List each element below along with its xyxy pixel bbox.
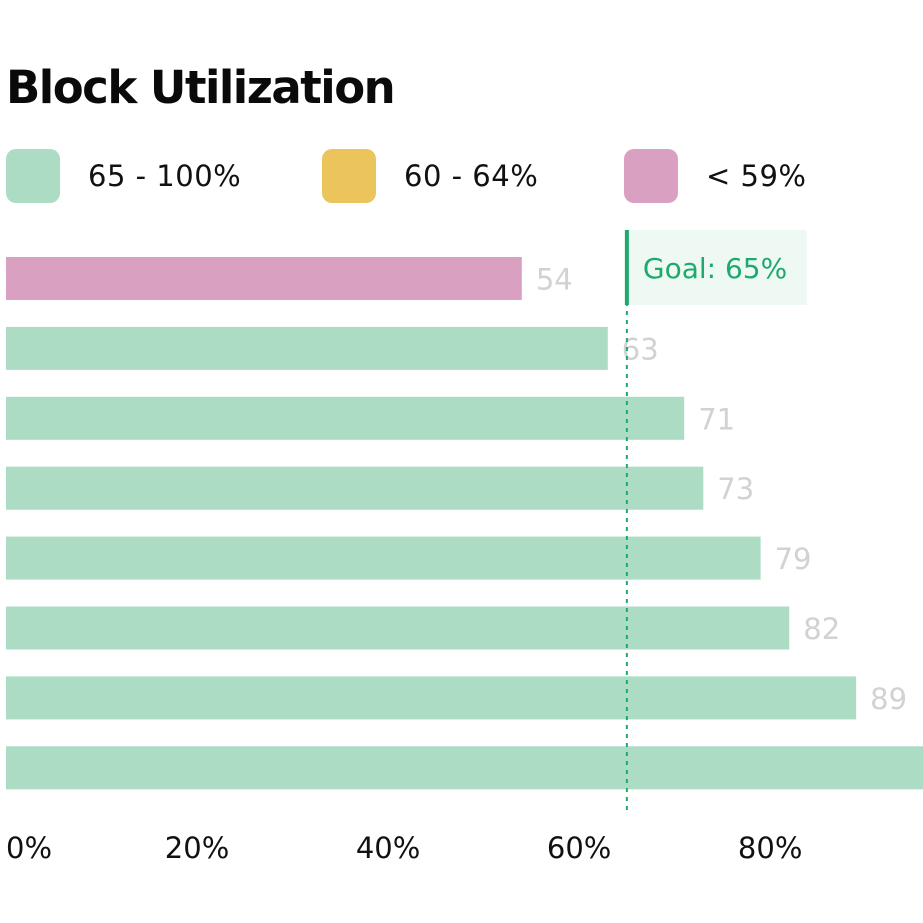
bar xyxy=(6,466,704,510)
bar-value-label: 71 xyxy=(698,402,735,436)
legend-label-high: 65 - 100% xyxy=(88,159,242,193)
x-tick-label: 20% xyxy=(165,831,229,865)
x-tick-label: 40% xyxy=(356,831,420,865)
bar-value-label: 89 xyxy=(870,682,907,716)
bar-value-label: 79 xyxy=(775,542,812,576)
bar-value-label: 73 xyxy=(717,472,754,506)
bar xyxy=(6,396,685,440)
bar xyxy=(6,326,608,370)
bar xyxy=(6,746,923,790)
x-tick-label: 60% xyxy=(547,831,611,865)
bar xyxy=(6,606,790,650)
bar-chart: 54 63 71 73 79 82 89 Goal: 65% 0% 20% 40% 60% 80% xyxy=(6,230,923,865)
legend-swatch-high xyxy=(6,149,60,203)
bar xyxy=(6,257,522,300)
goal-label: Goal: 65% xyxy=(643,252,787,285)
x-tick-label: 0% xyxy=(6,831,52,865)
goal-callout-marker xyxy=(624,230,629,305)
goal-callout-bg xyxy=(626,230,807,305)
legend-label-low: < 59% xyxy=(706,159,807,193)
chart-title: Block Utilization xyxy=(6,61,396,114)
legend-item-mid: 60 - 64% xyxy=(322,149,538,203)
bar-value-label: 54 xyxy=(536,263,573,297)
legend-item-high: 65 - 100% xyxy=(6,149,241,203)
legend-item-low: < 59% xyxy=(624,149,806,203)
legend-label-mid: 60 - 64% xyxy=(404,159,539,193)
bar xyxy=(6,536,761,580)
x-tick-label: 80% xyxy=(738,831,802,865)
bar xyxy=(6,676,857,720)
legend-swatch-low xyxy=(624,149,678,203)
legend: 65 - 100% 60 - 64% < 59% xyxy=(6,149,906,203)
legend-swatch-mid xyxy=(322,149,376,203)
bar-value-label: 82 xyxy=(803,612,840,646)
bar-value-label: 63 xyxy=(622,332,659,366)
